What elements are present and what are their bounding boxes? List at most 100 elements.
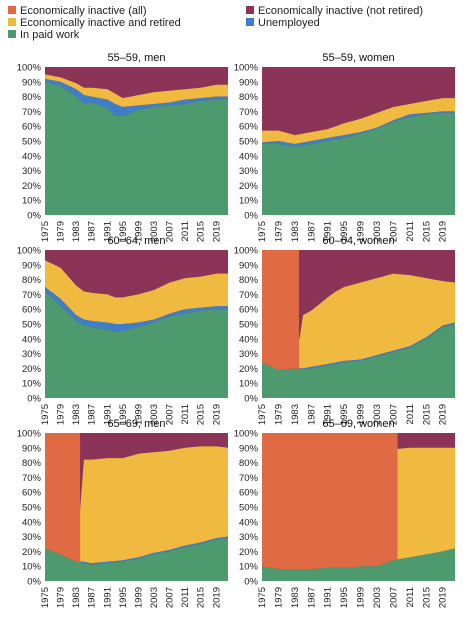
legend-label-unemployed: Unemployed (258, 17, 320, 29)
y-tick-label: 30% (22, 166, 42, 177)
x-tick-label: 1979 (56, 221, 67, 242)
x-tick-label: 1983 (71, 404, 82, 425)
legend-swatch-paid-work (8, 30, 16, 38)
y-tick-label: 0% (27, 211, 41, 222)
y-tick-label: 80% (22, 275, 42, 286)
x-tick-label: 1999 (356, 587, 367, 608)
y-tick-label: 80% (239, 92, 259, 103)
x-tick-label: 2003 (372, 221, 383, 242)
x-tick-label: 1975 (40, 221, 51, 242)
y-tick-label: 90% (22, 260, 42, 271)
y-tick-label: 60% (22, 488, 42, 499)
x-tick-label: 1983 (71, 587, 82, 608)
area-unemployed (262, 111, 455, 147)
x-tick-label: 2011 (180, 404, 191, 424)
y-tick-label: 20% (239, 364, 259, 375)
y-tick-label: 50% (239, 137, 259, 148)
panel-5: 65–69, men 0% 10% 20% 30% 40% 50% 60% 70% 80% 90% 1… (17, 418, 228, 608)
y-tick-label: 10% (239, 379, 259, 390)
x-tick-label: 1995 (118, 404, 129, 425)
y-tick-label: 60% (22, 305, 42, 316)
x-tick-label: 1979 (56, 587, 67, 608)
x-tick-label: 2019 (211, 221, 222, 242)
panel-title: 60–64, men (107, 235, 165, 247)
y-tick-label: 10% (22, 562, 42, 573)
x-tick-label: 1987 (87, 587, 98, 608)
y-tick-label: 80% (239, 275, 259, 286)
y-tick-label: 50% (239, 503, 259, 514)
y-tick-label: 50% (239, 320, 259, 331)
area-inactive-all (45, 433, 81, 563)
y-tick-label: 40% (22, 334, 42, 345)
x-tick-label: 2011 (405, 221, 416, 241)
y-tick-label: 20% (239, 547, 259, 558)
x-tick-label: 2007 (165, 221, 176, 242)
x-tick-label: 1983 (290, 404, 301, 425)
x-tick-label: 2007 (388, 587, 399, 608)
x-tick-label: 1987 (87, 404, 98, 425)
legend-label-inactive-all: Economically inactive (all) (20, 5, 147, 17)
y-tick-label: 100% (234, 63, 259, 74)
y-tick-label: 90% (239, 77, 259, 88)
x-tick-label: 1991 (323, 404, 334, 425)
y-tick-label: 10% (239, 196, 259, 207)
x-tick-label: 2003 (149, 404, 160, 425)
legend: Economically inactive (all) Economically… (8, 5, 423, 41)
y-tick-label: 60% (239, 305, 259, 316)
x-tick-label: 1991 (323, 587, 334, 608)
legend-label-paid-work: In paid work (20, 29, 80, 41)
area-inactive-all (262, 250, 299, 370)
x-tick-label: 1995 (118, 587, 129, 608)
x-tick-label: 2011 (180, 587, 191, 607)
y-tick-label: 40% (239, 517, 259, 528)
area-inactive-retired (397, 447, 455, 560)
y-tick-label: 80% (22, 458, 42, 469)
x-tick-label: 2003 (372, 587, 383, 608)
y-tick-label: 70% (22, 107, 42, 118)
panel-title: 65–69, women (322, 418, 394, 430)
y-tick-label: 0% (27, 577, 41, 588)
x-tick-label: 1995 (118, 221, 129, 242)
x-tick-label: 1991 (102, 221, 113, 242)
area-unemployed (80, 536, 228, 565)
x-tick-label: 1999 (133, 587, 144, 608)
legend-label-retired: Economically inactive and retired (20, 17, 181, 29)
panel-title: 65–69, men (107, 418, 165, 430)
y-tick-label: 0% (244, 394, 258, 405)
y-tick-label: 80% (22, 92, 42, 103)
x-tick-label: 1979 (273, 587, 284, 608)
x-tick-label: 2015 (421, 221, 432, 242)
y-tick-label: 100% (17, 429, 42, 440)
area-unemployed (45, 78, 228, 116)
x-tick-label: 1991 (102, 587, 113, 608)
area-paid-work (262, 548, 455, 581)
x-tick-label: 1979 (273, 404, 284, 425)
area-paid-work (262, 324, 455, 398)
x-tick-label: 2007 (388, 404, 399, 425)
x-tick-label: 1999 (133, 221, 144, 242)
panel-title: 55–59, women (322, 52, 394, 64)
y-tick-label: 50% (22, 320, 42, 331)
area-unemployed (45, 287, 228, 332)
x-tick-label: 1999 (356, 221, 367, 242)
x-tick-label: 1975 (257, 587, 268, 608)
y-tick-label: 30% (239, 532, 259, 543)
panel-4: 60–64, women 0% 10% 20% 30% 40% 50% 60% 70% 80% 90… (234, 235, 455, 425)
x-tick-label: 2019 (438, 587, 449, 608)
panel-2: 55–59, women 0% 10% 20% 30% 40% 50% 60% 70% 80% 90… (234, 52, 455, 242)
x-tick-label: 2019 (438, 404, 449, 425)
y-tick-label: 40% (22, 151, 42, 162)
y-tick-label: 90% (22, 443, 42, 454)
y-tick-label: 100% (17, 246, 42, 257)
area-paid-work (262, 112, 455, 215)
legend-swatch-inactive-not-retired (246, 6, 254, 14)
x-tick-label: 1987 (306, 587, 317, 608)
y-tick-label: 50% (22, 137, 42, 148)
y-tick-label: 70% (239, 107, 259, 118)
panel-title: 60–64, women (322, 235, 394, 247)
y-tick-label: 10% (22, 379, 42, 390)
y-tick-label: 60% (22, 122, 42, 133)
x-tick-label: 1975 (40, 404, 51, 425)
y-tick-label: 70% (239, 290, 259, 301)
